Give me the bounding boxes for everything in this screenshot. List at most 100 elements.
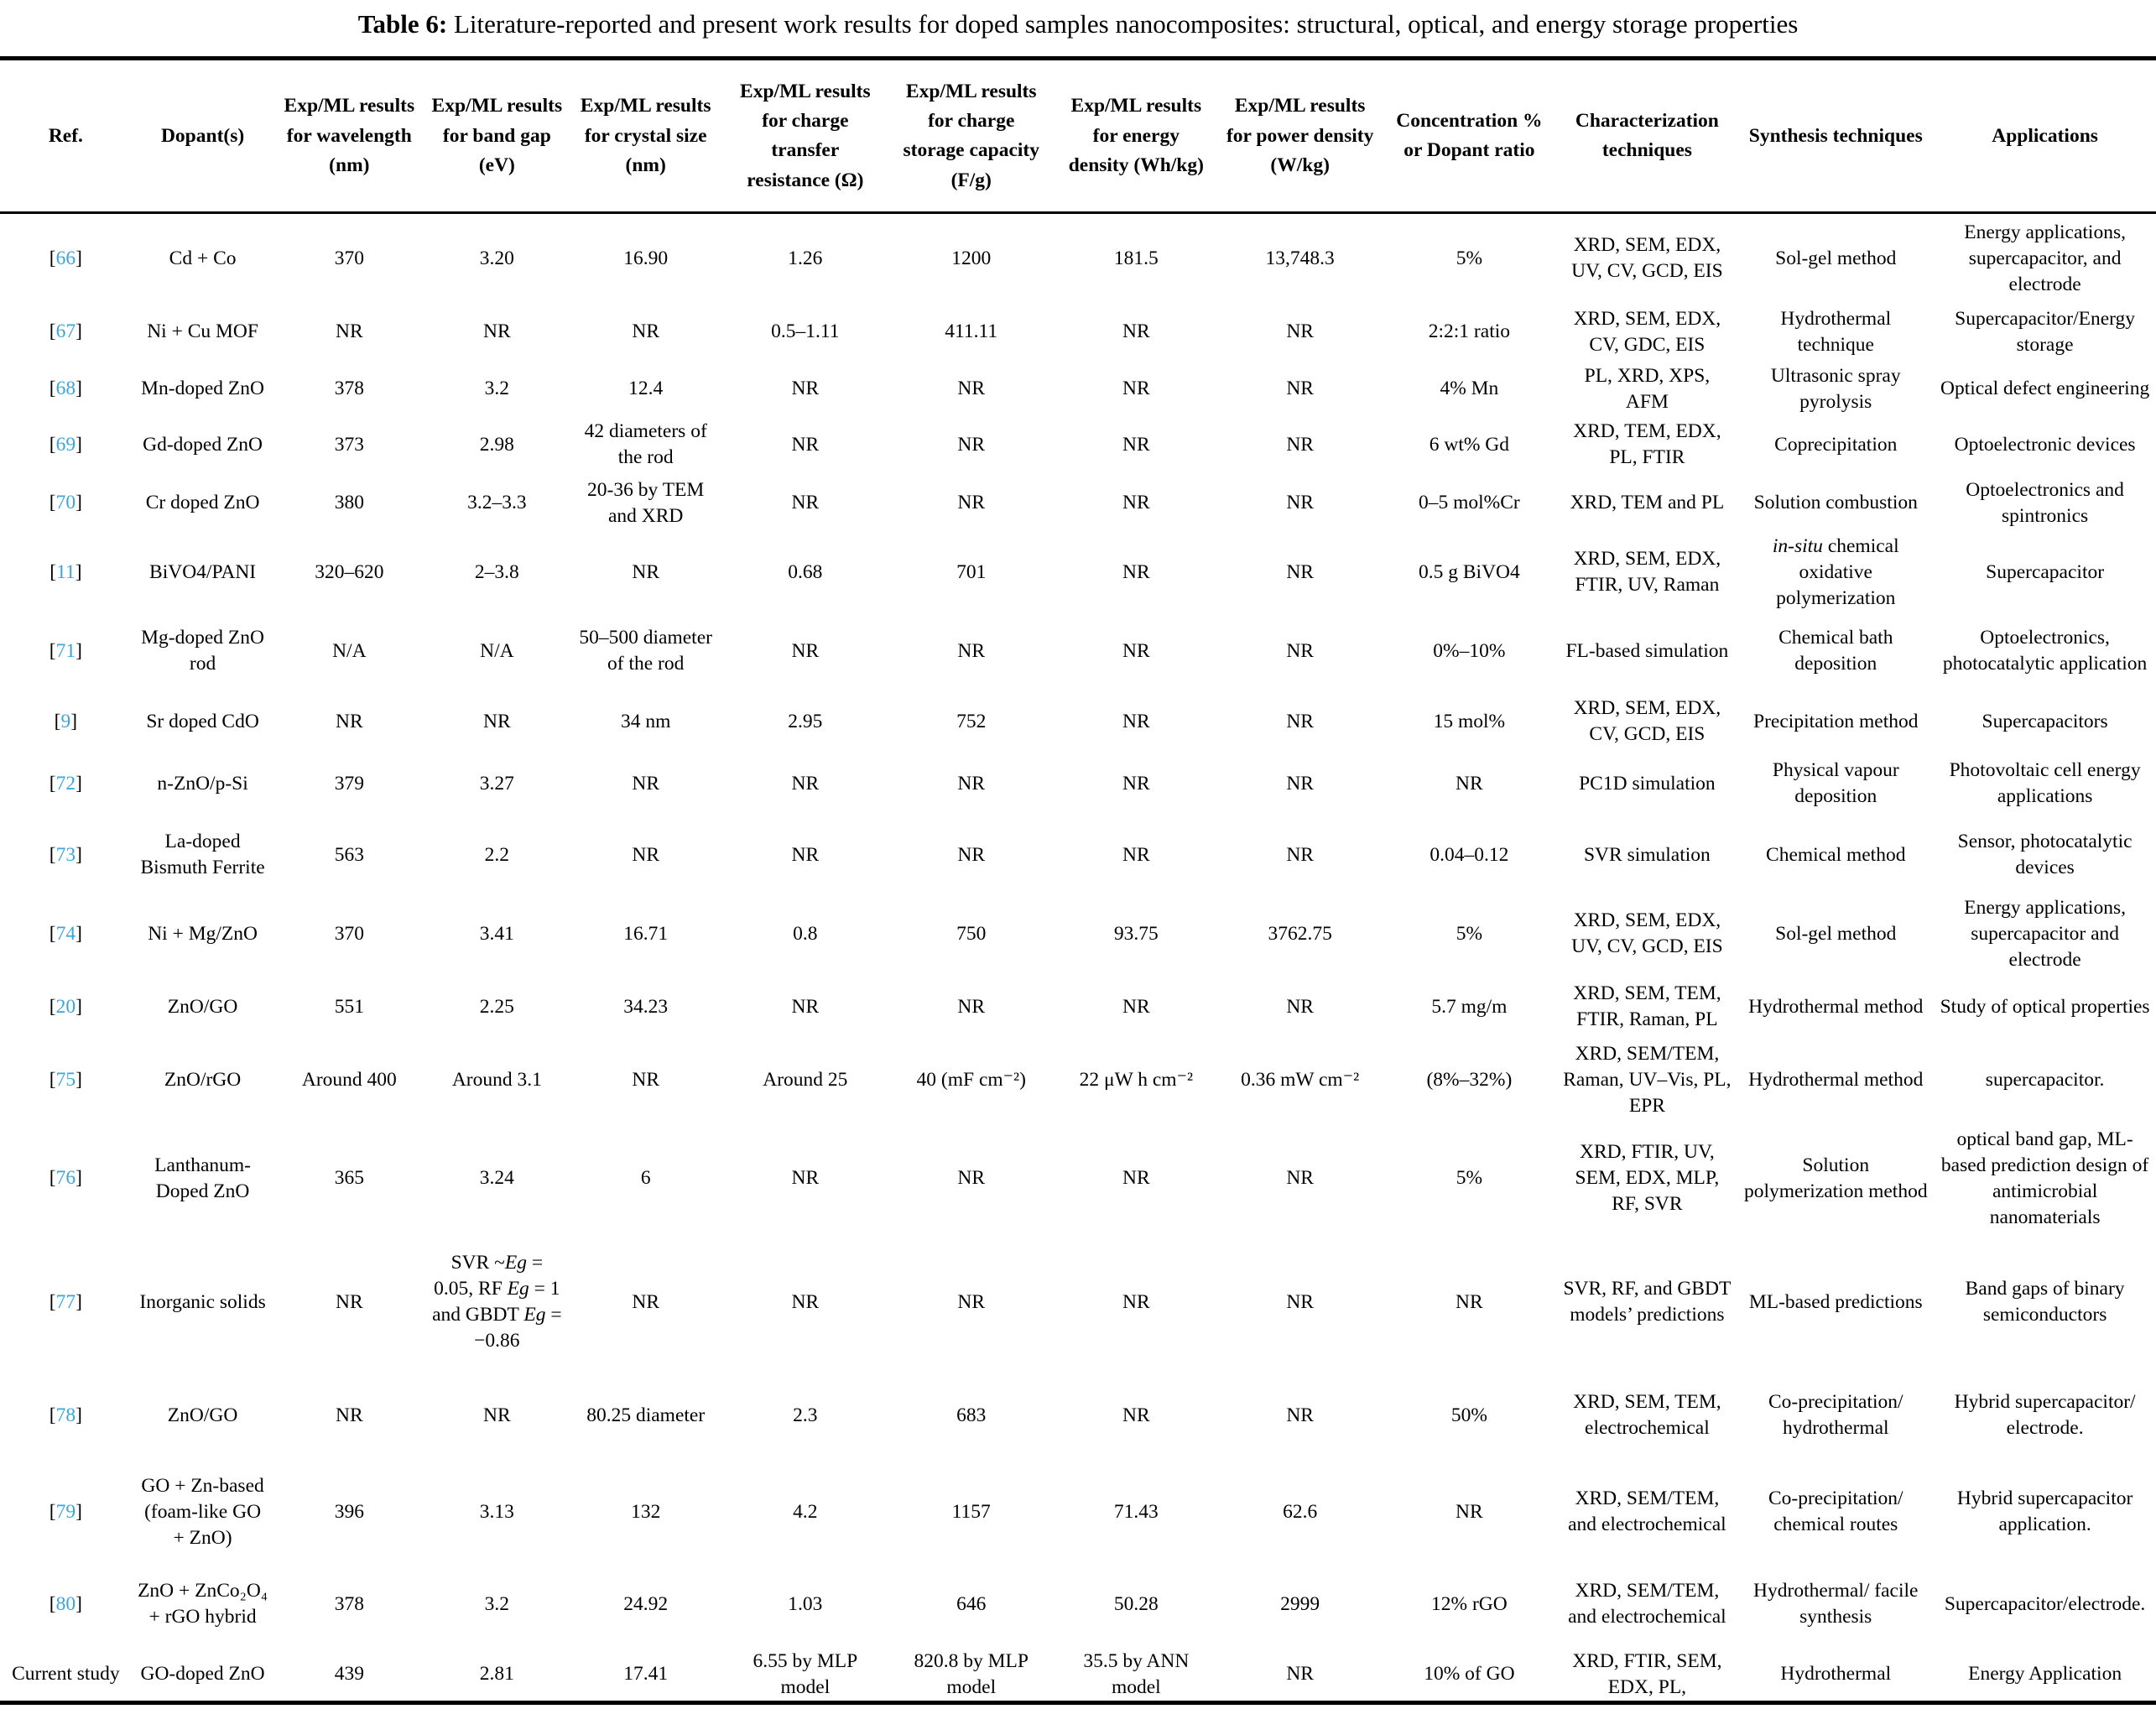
cell-charge_storage_capacity: 683 (956, 1404, 987, 1426)
cell-crystal_size: 80.25 diameter (586, 1404, 706, 1426)
cell-wavelength: 379 (334, 772, 364, 795)
cell-applications: Study of optical properties (1940, 995, 2150, 1018)
cell-synthesis: ML-based predictions (1748, 1290, 1923, 1313)
ref-close-bracket: ] (76, 492, 82, 514)
cell-charge_storage_capacity: 40 (mF cm⁻²) (916, 1069, 1026, 1092)
cell-band_gap: NR (483, 710, 511, 732)
citation-link[interactable]: 75 (55, 1069, 76, 1092)
cell-charge_storage_capacity: 411.11 (945, 320, 998, 343)
cell-wavelength: 320–620 (315, 560, 384, 583)
cell-energy_density: NR (1122, 710, 1150, 732)
cell-energy_density: 181.5 (1113, 247, 1159, 269)
ref-cell: [11] (0, 534, 132, 612)
cell-charge_transfer_resistance: NR (791, 1167, 820, 1190)
cell-band_gap: 2.2 (484, 843, 510, 866)
ref-open-bracket: [ (49, 843, 56, 866)
cell-characterization: XRD, TEM, EDX, PL, FTIR (1573, 420, 1721, 469)
citation-link[interactable]: 73 (55, 843, 76, 866)
citation-link[interactable]: 74 (55, 922, 76, 945)
ref-cell: [71] (0, 612, 132, 691)
table-row: [78] ZnO/GO NR NR 80.25 diameter 2.3 683 NR NR 50… (0, 1368, 2156, 1464)
cell-dopant: Inorganic solids (139, 1290, 266, 1313)
ref-cell: [66] (0, 213, 132, 303)
cell-applications: supercapacitor. (1985, 1069, 2105, 1092)
cell-applications: Energy applications, supercapacitor and … (1964, 896, 2126, 971)
cell-wavelength: 396 (334, 1500, 364, 1523)
cell-charge_storage_capacity: 1200 (951, 247, 992, 269)
cell-energy_density: NR (1122, 492, 1150, 514)
ref-cell: [72] (0, 753, 132, 815)
citation-link[interactable]: 69 (55, 433, 76, 456)
table-row: [74] Ni + Mg/ZnO 370 3.41 16.71 0.8 750 93.75 37… (0, 895, 2156, 973)
cell-energy_density: NR (1122, 1404, 1150, 1426)
cell-synthesis: Hydrothermal technique (1780, 307, 1892, 356)
table-caption-number: Table 6: (357, 9, 448, 39)
cell-charge_storage_capacity: NR (957, 639, 986, 662)
ref-cell: [20] (0, 973, 132, 1041)
current-study-label: Current study (12, 1663, 120, 1686)
cell-characterization: XRD, FTIR, UV, SEM, EDX, MLP, RF, SVR (1575, 1141, 1720, 1216)
column-header: Exp/ML results for energy density (Wh/kg… (1054, 58, 1218, 215)
citation-link[interactable]: 9 (60, 710, 71, 732)
cell-concentration: 10% of GO (1424, 1663, 1515, 1686)
citation-link[interactable]: 71 (55, 639, 76, 662)
cell-wavelength: 365 (334, 1167, 364, 1190)
cell-dopant: Gd-doped ZnO (143, 433, 263, 456)
cell-dopant: BiVO4/PANI (149, 560, 257, 583)
citation-link[interactable]: 66 (55, 247, 76, 269)
column-header: Exp/ML results for charge transfer resis… (721, 58, 888, 215)
citation-link[interactable]: 78 (55, 1404, 76, 1426)
cell-crystal_size: NR (632, 1290, 660, 1313)
cell-applications: optical band gap, ML-based prediction de… (1940, 1128, 2149, 1228)
column-header: Exp/ML results for crystal size (nm) (569, 58, 722, 215)
cell-synthesis: Precipitation method (1753, 710, 1919, 732)
cell-concentration: 0.5 g BiVO4 (1418, 560, 1520, 583)
citation-link[interactable]: 20 (55, 995, 76, 1018)
ref-close-bracket: ] (76, 995, 82, 1018)
cell-wavelength: NR (335, 1290, 363, 1313)
cell-crystal_size: 34 nm (620, 710, 671, 732)
citation-link[interactable]: 80 (55, 1592, 76, 1615)
cell-charge_storage_capacity: NR (957, 1290, 986, 1313)
cell-wavelength: NR (335, 320, 363, 343)
cell-wavelength: 378 (334, 1592, 364, 1615)
cell-applications: Hybrid supercapacitor/ electrode. (1954, 1391, 2136, 1440)
cell-charge_transfer_resistance: 2.95 (788, 710, 823, 732)
citation-link[interactable]: 79 (55, 1500, 76, 1523)
cell-characterization: XRD, SEM/TEM, Raman, UV–Vis, PL, EPR (1563, 1043, 1732, 1118)
ref-cell: [75] (0, 1041, 132, 1120)
cell-wavelength: NR (335, 1404, 363, 1426)
cell-dopant: ZnO/rGO (164, 1069, 242, 1092)
cell-band_gap: NR (483, 1404, 511, 1426)
cell-power_density: NR (1286, 843, 1314, 866)
column-header: Dopant(s) (131, 58, 274, 215)
ref-close-bracket: ] (76, 1592, 82, 1615)
cell-band_gap: Around 3.1 (451, 1069, 542, 1092)
citation-link[interactable]: 68 (55, 378, 76, 400)
table-row: [9] Sr doped CdO NR NR 34 nm 2.95 752 NR NR 15 mo… (0, 691, 2156, 753)
citation-link[interactable]: 77 (55, 1290, 76, 1313)
citation-link[interactable]: 70 (55, 492, 76, 514)
cell-power_density: 3762.75 (1268, 922, 1332, 945)
cell-applications: Optical defect engineering (1940, 378, 2150, 400)
cell-applications: Energy Application (1968, 1663, 2122, 1686)
cell-concentration: (8%–32%) (1426, 1069, 1513, 1092)
cell-characterization: XRD, SEM, EDX, UV, CV, GCD, EIS (1571, 909, 1723, 958)
cell-energy_density: NR (1122, 995, 1150, 1018)
citation-link[interactable]: 76 (55, 1167, 76, 1190)
citation-link[interactable]: 67 (55, 320, 76, 343)
ref-open-bracket: [ (49, 1167, 56, 1190)
cell-concentration: NR (1456, 772, 1483, 795)
cell-synthesis: Sol-gel method (1775, 247, 1897, 269)
cell-charge_transfer_resistance: NR (791, 843, 820, 866)
citation-link[interactable]: 11 (56, 560, 76, 583)
ref-cell: [80] (0, 1561, 132, 1649)
cell-charge_storage_capacity: NR (957, 492, 986, 514)
ref-close-bracket: ] (76, 247, 82, 269)
cell-dopant: Mg-doped ZnO rod (141, 627, 264, 675)
results-table: Ref. Dopant(s) Exp/ML results for waveleng… (0, 56, 2156, 1705)
cell-crystal_size: NR (632, 560, 660, 583)
citation-link[interactable]: 72 (55, 772, 76, 795)
ref-close-bracket: ] (76, 433, 82, 456)
table-body: [66] Cd + Co 370 3.20 16.90 1.26 1200 181.5 13,7… (0, 213, 2156, 1703)
